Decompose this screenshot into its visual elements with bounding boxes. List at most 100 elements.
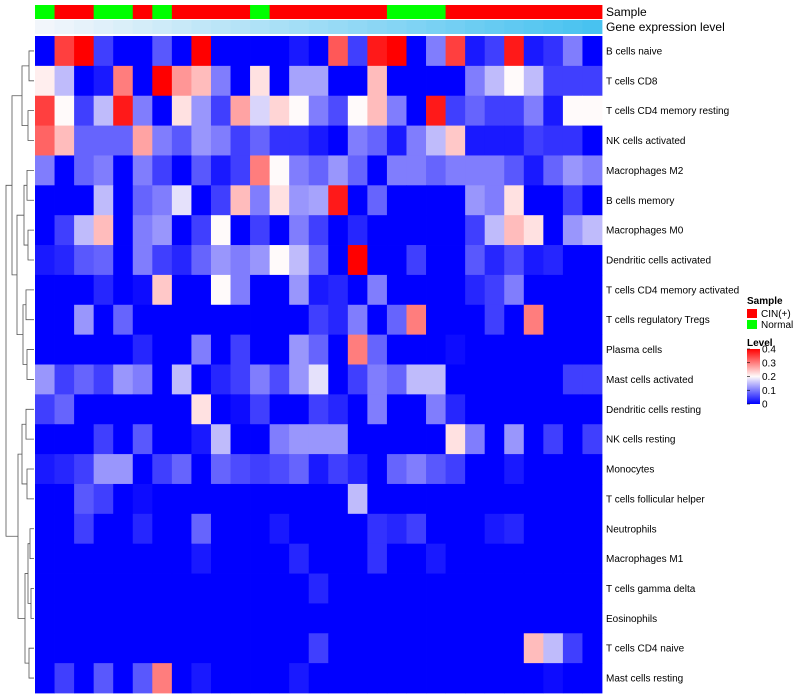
heatmap-cell [289,36,310,67]
gene-expression-annotation-cell [289,20,310,34]
heatmap-cell [210,454,231,485]
heatmap-cell [54,364,75,395]
heatmap-cell [484,215,505,246]
heatmap-cell [386,155,407,186]
heatmap-cell [191,543,212,574]
heatmap-cell [406,274,427,306]
heatmap-cell [54,245,75,276]
heatmap-cell [445,424,466,455]
heatmap-cell [445,573,466,604]
heatmap-cell [523,364,544,395]
heatmap-cell [582,245,603,276]
heatmap-cell [250,36,271,67]
heatmap-cell [35,543,55,574]
heatmap-cell [113,304,134,336]
sample-annotation-cell [465,5,486,19]
heatmap-cell [269,364,290,395]
heatmap-cell [54,334,75,365]
heatmap-cell [74,573,95,604]
heatmap-cell [210,155,231,186]
heatmap-cell [93,513,114,545]
heatmap-cell [406,573,427,604]
row-label: Mast cells resting [606,674,683,685]
heatmap-cell [582,603,603,634]
heatmap-cell [328,394,349,425]
heatmap-cell [426,603,446,634]
sample-annotation-cell [269,5,290,19]
heatmap-cell [426,424,446,455]
heatmap-cell [171,603,192,634]
heatmap-cell [152,245,173,276]
heatmap-cell [230,304,251,336]
heatmap-cell [484,543,505,574]
heatmap-cell [445,334,466,365]
heatmap-cell [523,95,544,126]
heatmap-cell [93,215,114,246]
heatmap-cell [504,95,525,126]
heatmap-cell [269,603,290,634]
heatmap-cell [113,36,134,67]
heatmap-cell [426,633,446,664]
heatmap-cell [54,483,75,515]
heatmap-cell [484,36,505,67]
heatmap-cell [582,304,603,336]
heatmap-cell [328,513,349,545]
heatmap-cell [93,125,114,156]
heatmap-cell [386,364,407,395]
heatmap-cell [465,603,486,634]
heatmap-cell [347,125,368,156]
heatmap-cell [250,155,271,186]
heatmap-cell [289,334,310,365]
heatmap-cell [132,573,153,604]
heatmap-cell [289,185,310,216]
heatmap-cell [328,603,349,634]
gene-expression-annotation-cell [308,20,329,34]
heatmap-cell [230,274,251,306]
heatmap-cell [367,603,388,634]
heatmap-cell [171,364,192,395]
heatmap-cell [465,483,486,515]
heatmap-cell [445,394,466,425]
heatmap-cell [426,95,446,126]
heatmap-cell [54,95,75,126]
heatmap-cell [406,65,427,97]
heatmap-cell [230,663,251,694]
heatmap-cell [484,185,505,216]
legend: Sample CIN(+)Normal Level 0.4 0.3 0.2 0.1 0 [747,296,793,411]
heatmap-cell [74,543,95,574]
heatmap-cell [445,65,466,97]
heatmap-cell [152,125,173,156]
heatmap-cell [152,543,173,574]
heatmap-cell [386,573,407,604]
heatmap-cell [132,36,153,67]
heatmap-cell [74,215,95,246]
heatmap-cell [308,603,329,634]
heatmap-cell [308,245,329,276]
sample-annotation-bar [35,5,603,19]
heatmap-cell [191,454,212,485]
heatmap-cell [523,215,544,246]
heatmap-cell [35,633,55,664]
heatmap-cell [465,215,486,246]
heatmap-cell [210,513,231,545]
heatmap-cell [54,274,75,306]
heatmap-cell [445,245,466,276]
heatmap-cell [152,364,173,395]
heatmap-cell [504,573,525,604]
heatmap-cell [406,633,427,664]
heatmap-cell [93,424,114,455]
heatmap-cell [347,364,368,395]
heatmap-cell [250,125,271,156]
heatmap-cell [562,573,583,604]
heatmap-cell [484,424,505,455]
heatmap-cell [445,36,466,67]
heatmap-cell [35,394,55,425]
heatmap-cell [543,215,564,246]
heatmap-cell [445,603,466,634]
heatmap-cell [230,513,251,545]
heatmap-cell [465,95,486,126]
gene-expression-annotation-cell [347,20,368,34]
heatmap-cell [289,513,310,545]
heatmap-cell [328,95,349,126]
heatmap-cell [171,65,192,97]
